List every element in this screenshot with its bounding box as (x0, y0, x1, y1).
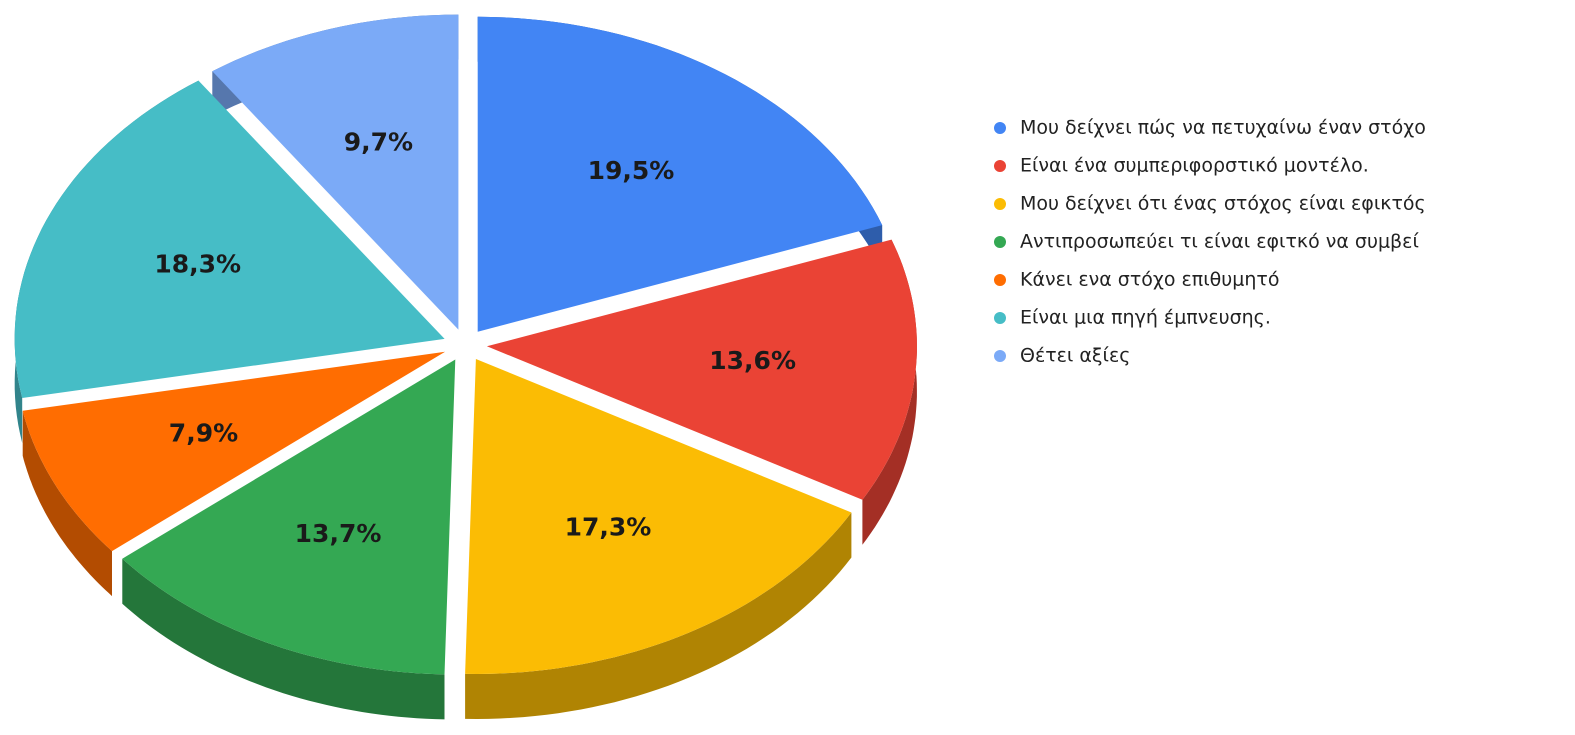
slice (22, 351, 446, 552)
slice (465, 359, 852, 674)
legend-label: Μου δείχνει ότι ένας στόχος είναι εφικτό… (1020, 193, 1426, 215)
value-label: 18,3% (154, 249, 241, 278)
legend-label: Αντιπροσωπεύει τι είναι εφιτκό να συμβεί (1020, 231, 1419, 253)
legend-label: Θέτει αξίες (1020, 345, 1130, 367)
legend-label: Μου δείχνει πώς να πετυχαίνω έναν στόχο (1020, 117, 1426, 139)
value-label: 13,7% (295, 519, 382, 548)
legend-marker (994, 350, 1006, 362)
value-label: 13,6% (709, 346, 796, 375)
slice-side (22, 410, 113, 597)
slice-side (862, 239, 917, 545)
slice (486, 239, 917, 500)
value-label: 17,3% (565, 513, 652, 542)
slice-side (122, 558, 445, 720)
slice (212, 14, 459, 330)
slice (122, 359, 456, 675)
legend-marker (994, 122, 1006, 134)
slice (14, 80, 445, 398)
value-label: 7,9% (169, 418, 238, 447)
legend-marker (994, 236, 1006, 248)
legend-label: Είναι ένα συμπεριφορστικό μοντέλο. (1020, 155, 1369, 177)
value-label: 9,7% (344, 127, 413, 156)
legend-marker (994, 274, 1006, 286)
legend-marker (994, 198, 1006, 210)
legend-marker (994, 160, 1006, 172)
legend-label: Είναι μια πηγή έμπνευσης. (1020, 307, 1271, 329)
slice-side (465, 512, 852, 719)
slice (477, 16, 883, 332)
legend-marker (994, 312, 1006, 324)
value-label: 19,5% (588, 156, 675, 185)
legend-label: Κάνει ενα στόχο επιθυμητό (1020, 269, 1279, 291)
